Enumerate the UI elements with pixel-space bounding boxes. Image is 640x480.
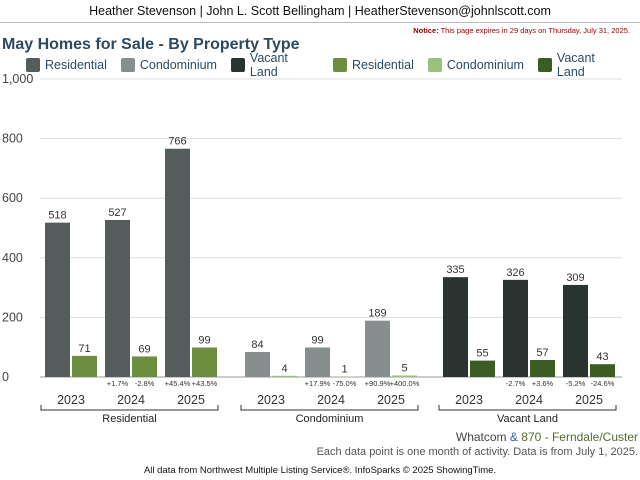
expiry-notice: Notice: This page expires in 29 days on … <box>413 26 630 35</box>
data-label: 5 <box>401 363 407 375</box>
ampersand: & <box>509 430 518 444</box>
legend-item-residential[interactable]: Residential <box>26 57 107 73</box>
legend-swatch <box>26 58 40 72</box>
y-tick-label: 200 <box>2 310 23 324</box>
legend-item-condominium-area[interactable]: Condominium <box>427 57 524 73</box>
legend-label: Vacant Land <box>556 51 595 79</box>
legend-swatch <box>427 58 442 72</box>
bar-secondary <box>470 360 495 377</box>
change-label: +1.7% <box>107 379 129 388</box>
legend-label: Condominium <box>446 58 524 72</box>
data-label: 84 <box>251 339 263 351</box>
change-label: -5.2% <box>566 379 586 388</box>
x-tick-label: 2023 <box>57 393 85 407</box>
bar-secondary <box>192 347 217 377</box>
change-label: +43.5% <box>192 379 218 388</box>
legend-item-vacant-land[interactable]: Vacant Land <box>230 51 319 79</box>
chart-title: May Homes for Sale - By Property Type <box>2 36 300 53</box>
agent-header: Heather Stevenson | John L. Scott Bellin… <box>0 0 640 23</box>
bar-secondary <box>530 360 555 377</box>
bar-primary <box>365 320 390 377</box>
data-source: All data from Northwest Multiple Listing… <box>143 465 497 476</box>
data-label: 55 <box>476 348 488 360</box>
change-label: +90.9% <box>365 379 391 388</box>
data-label: 99 <box>311 334 323 346</box>
x-tick-label: 2024 <box>117 393 145 407</box>
data-label: 4 <box>281 363 287 375</box>
group-label: Condominium <box>296 413 364 425</box>
data-label: 326 <box>506 267 524 279</box>
data-note: Each data point is one month of activity… <box>316 446 638 458</box>
legend-label: Residential <box>45 58 107 72</box>
notice-text: This page expires in 29 days on Thursday… <box>438 26 630 35</box>
data-label: 335 <box>446 264 464 276</box>
y-tick-label: 0 <box>2 370 9 384</box>
data-label: 766 <box>168 136 186 148</box>
bar-primary <box>45 222 70 377</box>
bar-secondary <box>590 364 615 377</box>
bar-secondary <box>392 375 417 377</box>
y-tick-label: 800 <box>2 132 23 146</box>
legend-item-vacant-land-area[interactable]: Vacant Land <box>537 51 626 79</box>
legend-label: Condominium <box>139 58 217 72</box>
group-label: Vacant Land <box>497 413 558 425</box>
data-label: 99 <box>198 334 210 346</box>
legend-label: Vacant Land <box>249 51 288 79</box>
data-label: 71 <box>78 343 90 355</box>
data-label: 527 <box>108 207 126 219</box>
x-tick-label: 2025 <box>575 393 603 407</box>
legend-item-residential-area[interactable]: Residential <box>333 57 414 73</box>
change-label: -24.6% <box>591 379 615 388</box>
group-bracket <box>240 405 419 411</box>
x-tick-label: 2023 <box>257 393 285 407</box>
change-label: -2.8% <box>135 379 155 388</box>
bar-primary <box>563 284 588 377</box>
area-name: Whatcom <box>455 430 507 444</box>
data-label: 518 <box>48 210 66 222</box>
data-label: 43 <box>596 351 608 363</box>
x-tick-label: 2025 <box>177 393 205 407</box>
bar-primary <box>443 277 468 377</box>
data-label: 57 <box>536 347 548 359</box>
chart-legend: Residential Condominium Vacant Land Resi… <box>26 51 640 79</box>
change-label: -75.0% <box>333 379 357 388</box>
y-tick-label: 1,000 <box>2 72 33 86</box>
notice-label: Notice: <box>413 26 439 35</box>
change-label: +17.9% <box>305 379 331 388</box>
x-tick-label: 2025 <box>377 393 405 407</box>
area-code: 870 - Ferndale/Custer <box>521 430 638 444</box>
legend-item-condominium[interactable]: Condominium <box>120 57 217 73</box>
legend-swatch <box>230 58 245 72</box>
legend-swatch <box>120 58 135 72</box>
bar-secondary <box>72 355 97 377</box>
change-label: +3.6% <box>532 379 554 388</box>
change-label: +45.4% <box>165 379 191 388</box>
data-label: 1 <box>341 364 347 376</box>
bar-primary <box>305 347 330 377</box>
change-label: -2.7% <box>506 379 526 388</box>
bar-primary <box>165 148 190 377</box>
x-tick-label: 2023 <box>455 393 483 407</box>
data-label: 69 <box>138 343 150 355</box>
group-label: Residential <box>102 413 156 425</box>
group-bracket <box>40 405 219 411</box>
bar-primary <box>245 351 270 377</box>
bar-primary <box>105 219 130 377</box>
data-label: 309 <box>566 272 584 284</box>
location-filter: Whatcom & 870 - Ferndale/Custer <box>456 430 638 444</box>
legend-swatch <box>537 58 552 72</box>
y-tick-label: 600 <box>2 191 23 205</box>
change-label: +400.0% <box>390 379 420 388</box>
bar-chart: 0 200 400 600 800 1,000 518 71 2023 527 69 +1.7% -2.… <box>2 72 622 425</box>
legend-label: Residential <box>352 58 414 72</box>
legend-swatch <box>333 58 347 72</box>
x-tick-label: 2024 <box>515 393 543 407</box>
y-tick-label: 400 <box>2 251 23 265</box>
group-bracket <box>438 405 617 411</box>
bar-secondary <box>132 356 157 377</box>
bar-secondary <box>272 375 297 377</box>
x-tick-label: 2024 <box>317 393 345 407</box>
data-label: 189 <box>368 308 386 320</box>
bar-primary <box>503 279 528 377</box>
